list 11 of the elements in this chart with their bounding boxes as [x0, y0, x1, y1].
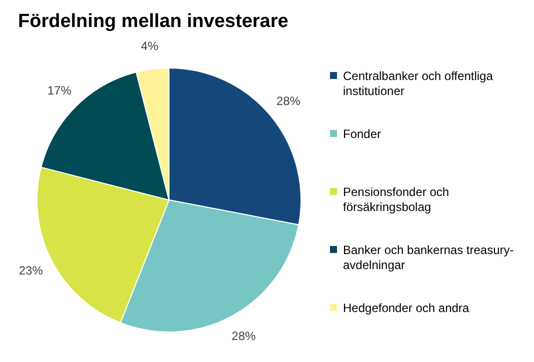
- data-label: 28%: [276, 94, 301, 108]
- data-label: 28%: [232, 328, 256, 343]
- legend-label: Fonder: [343, 127, 382, 141]
- legend-label: Hedgefonder och andra: [343, 301, 470, 315]
- data-label: 23%: [18, 263, 44, 278]
- legend-label: Centralbanker och offentliga institutioner: [343, 69, 494, 98]
- chart-title: Fördelning mellan investerare: [18, 11, 288, 32]
- data-label: 17%: [47, 83, 72, 98]
- data-label: 4%: [140, 39, 159, 54]
- legend-label: Pensionsfonder och försäkringsbolag: [343, 185, 450, 214]
- legend-label: Banker och bankernas treasury-avdelningar: [343, 243, 514, 272]
